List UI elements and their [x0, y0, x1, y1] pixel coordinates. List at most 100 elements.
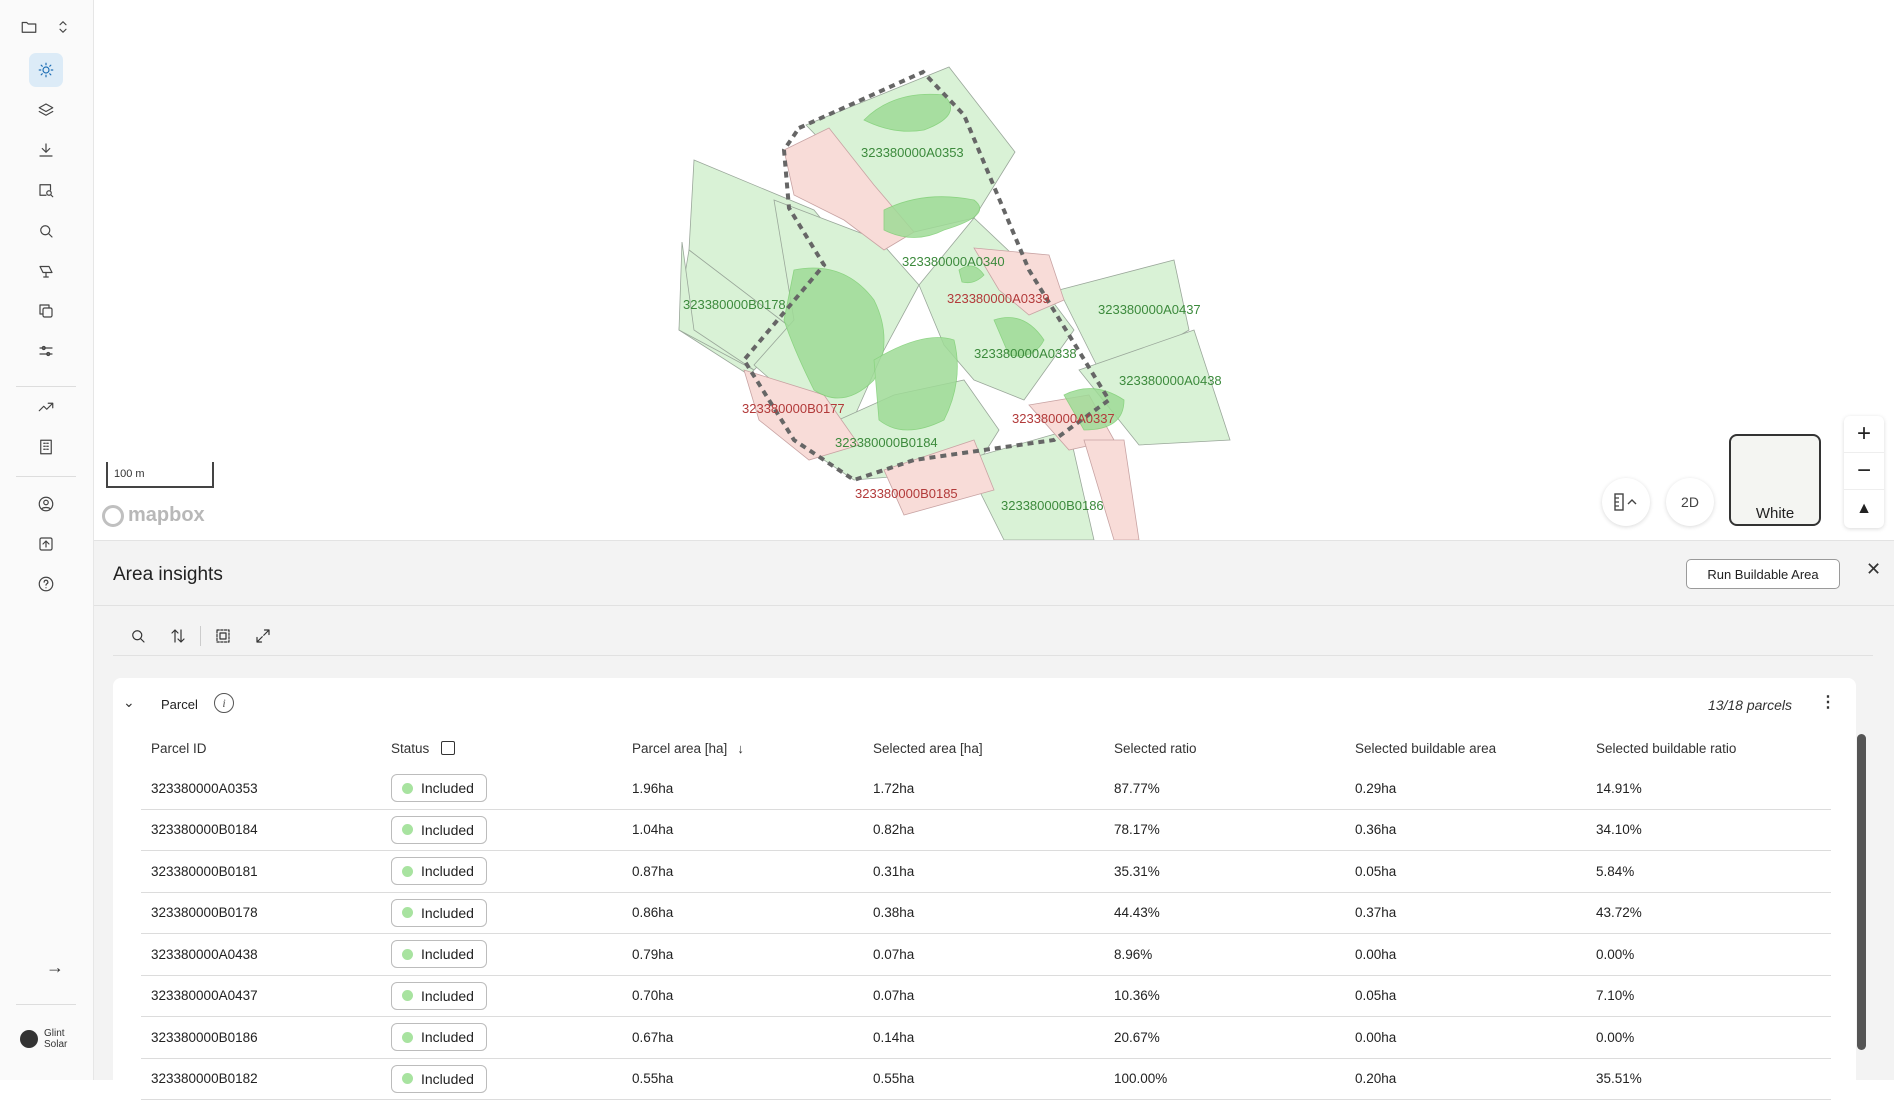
map-canvas[interactable]: 323380000A0353 323380000A0340 323380000A…	[94, 0, 1894, 540]
selected-buildable-area-cell: 0.36ha	[1355, 810, 1396, 851]
trend-icon[interactable]	[29, 390, 63, 424]
close-icon[interactable]: ✕	[1866, 559, 1881, 580]
table-scrollbar[interactable]	[1857, 734, 1866, 1050]
search-icon[interactable]	[29, 214, 63, 248]
parcel-section-header[interactable]: ⌄ Parcel i 13/18 parcels ⋮	[113, 678, 1856, 730]
status-cell: Included	[391, 810, 487, 851]
selected-buildable-ratio-cell: 5.84%	[1596, 851, 1634, 892]
layers-icon[interactable]	[29, 93, 63, 127]
status-toggle[interactable]: Included	[391, 982, 487, 1010]
zoom-out-button[interactable]: −	[1844, 453, 1884, 490]
parcel-id-cell: 323380000B0184	[151, 810, 258, 851]
section-title: Parcel	[161, 697, 198, 712]
expand-icon[interactable]	[243, 621, 283, 651]
download-icon[interactable]	[29, 133, 63, 167]
status-dot-icon	[402, 1073, 413, 1084]
copy-icon[interactable]	[29, 294, 63, 328]
scale-bar: 100 m	[106, 462, 214, 488]
status-dot-icon	[402, 824, 413, 835]
column-header-parcel-id[interactable]: Parcel ID	[151, 728, 207, 768]
status-toggle[interactable]: Included	[391, 857, 487, 885]
parcel-map-label[interactable]: 323380000A0339	[947, 291, 1050, 306]
parcel-map-label[interactable]: 323380000B0177	[742, 401, 845, 416]
status-toggle[interactable]: Included	[391, 816, 487, 844]
parcel-map-label[interactable]: 323380000A0337	[1012, 411, 1115, 426]
parcel-map-label[interactable]: 323380000A0340	[902, 254, 1005, 269]
selected-buildable-area-cell: 0.37ha	[1355, 893, 1396, 934]
status-label: Included	[421, 822, 474, 838]
selected-area-cell: 0.82ha	[873, 810, 914, 851]
chevron-down-icon[interactable]: ⌄	[123, 694, 135, 711]
status-dot-icon	[402, 866, 413, 877]
parcel-map-label[interactable]: 323380000A0353	[861, 145, 964, 160]
user-icon[interactable]	[29, 487, 63, 521]
selected-ratio-cell: 78.17%	[1114, 810, 1160, 851]
status-dot-icon	[402, 907, 413, 918]
basemap-switcher[interactable]: White	[1729, 434, 1821, 526]
help-icon[interactable]	[29, 567, 63, 601]
parcel-map-label[interactable]: 323380000A0437	[1098, 302, 1201, 317]
parcel-map-label[interactable]: 323380000A0338	[974, 346, 1077, 361]
ruler-toggle-button[interactable]	[1602, 478, 1650, 526]
run-buildable-area-button[interactable]: Run Buildable Area	[1686, 559, 1840, 589]
selected-buildable-area-cell: 0.05ha	[1355, 976, 1396, 1017]
sun-icon[interactable]	[29, 53, 63, 87]
parcel-map-label[interactable]: 323380000B0186	[1001, 498, 1104, 513]
parcel-map-label[interactable]: 323380000B0185	[855, 486, 958, 501]
search-icon[interactable]	[118, 621, 158, 651]
sort-icon[interactable]	[158, 621, 198, 651]
column-header-selected-buildable-ratio[interactable]: Selected buildable ratio	[1596, 728, 1736, 768]
parcel-id-cell: 323380000B0186	[151, 1017, 258, 1058]
column-header-status[interactable]: Status	[391, 728, 455, 768]
parcel-map-label[interactable]: 323380000B0178	[683, 297, 786, 312]
column-header-selected-ratio[interactable]: Selected ratio	[1114, 728, 1197, 768]
selected-area-cell: 0.14ha	[873, 1017, 914, 1058]
map-search-icon[interactable]	[29, 173, 63, 207]
solar-panel-icon[interactable]	[29, 254, 63, 288]
column-header-selected-buildable-area[interactable]: Selected buildable area	[1355, 728, 1496, 768]
panel-title: Area insights	[113, 564, 223, 586]
selected-buildable-area-cell: 0.00ha	[1355, 934, 1396, 975]
status-toggle[interactable]: Included	[391, 774, 487, 802]
column-header-parcel-area[interactable]: Parcel area [ha] ↓	[632, 728, 744, 768]
select-all-checkbox[interactable]	[441, 741, 455, 755]
brand-logo: Glint Solar	[20, 1028, 78, 1050]
building-icon[interactable]	[29, 430, 63, 464]
folder-icon[interactable]	[12, 10, 46, 44]
status-toggle[interactable]: Included	[391, 940, 487, 968]
sliders-icon[interactable]	[29, 334, 63, 368]
parcel-map-label[interactable]: 323380000A0438	[1119, 373, 1222, 388]
parcel-map[interactable]	[94, 0, 1894, 540]
chevron-updown-icon[interactable]	[46, 10, 80, 44]
status-cell: Included	[391, 1017, 487, 1058]
zoom-in-button[interactable]: +	[1844, 416, 1884, 453]
sort-descending-icon[interactable]: ↓	[737, 741, 744, 756]
table-header: Parcel ID Status Parcel area [ha] ↓ Sele…	[141, 728, 1831, 768]
column-header-selected-area[interactable]: Selected area [ha]	[873, 728, 983, 768]
parcel-map-label[interactable]: 323380000B0184	[835, 435, 938, 450]
parcel-id-cell: 323380000B0178	[151, 893, 258, 934]
mapbox-attribution[interactable]: mapbox	[102, 504, 205, 527]
select-area-icon[interactable]	[203, 621, 243, 651]
view-mode-button[interactable]: 2D	[1666, 478, 1714, 526]
sidebar: → Glint Solar	[0, 0, 94, 1080]
status-toggle[interactable]: Included	[391, 1023, 487, 1051]
status-toggle[interactable]: Included	[391, 1065, 487, 1093]
compass-button[interactable]: ▲	[1844, 490, 1884, 527]
sidebar-divider	[16, 386, 76, 387]
info-icon[interactable]: i	[214, 693, 234, 713]
status-dot-icon	[402, 990, 413, 1001]
expand-sidebar-icon[interactable]: →	[38, 950, 72, 984]
selected-area-cell: 0.31ha	[873, 851, 914, 892]
more-options-icon[interactable]: ⋮	[1820, 692, 1836, 712]
upload-icon[interactable]	[29, 527, 63, 561]
status-toggle[interactable]: Included	[391, 899, 487, 927]
